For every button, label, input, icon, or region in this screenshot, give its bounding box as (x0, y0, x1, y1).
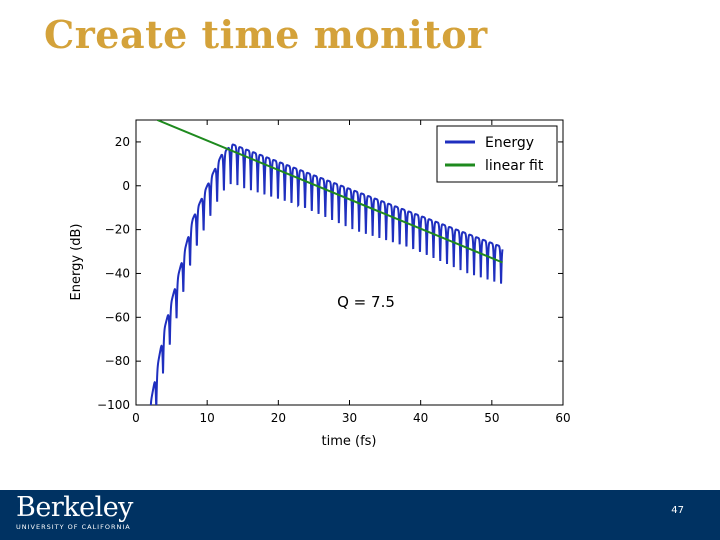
legend-label-linear-fit: linear fit (485, 158, 544, 174)
x-axis-label: time (fs) (322, 434, 377, 449)
x-tick-label: 60 (555, 411, 570, 425)
y-tick-label: −80 (105, 354, 130, 368)
page-number: 47 (671, 505, 684, 516)
legend: Energy linear fit (436, 125, 558, 183)
x-tick-label: 0 (132, 411, 140, 425)
linear-fit-line (156, 120, 503, 264)
y-tick-label: 20 (115, 135, 130, 149)
plot-area (149, 120, 504, 405)
slide-title: Create time monitor (44, 12, 488, 57)
x-tick-label: 30 (342, 411, 357, 425)
footer-bar (0, 490, 720, 540)
legend-label-energy: Energy (485, 135, 534, 151)
logo-wordmark: Berkeley (16, 492, 133, 523)
y-tick-label: −60 (105, 310, 130, 324)
y-tick-label: 0 (122, 179, 130, 193)
y-axis-label: Energy (dB) (69, 224, 84, 301)
y-tick-label: −100 (97, 398, 130, 412)
berkeley-logo: Berkeley UNIVERSITY OF CALIFORNIA (16, 492, 133, 532)
x-tick-label: 20 (271, 411, 286, 425)
y-tick-label: −20 (105, 223, 130, 237)
x-tick-label: 50 (484, 411, 499, 425)
energy-chart: 0 10 20 30 40 50 60 20 0 −20 −40 −60 −80 −100 time (f… (69, 119, 571, 449)
y-tick-label: −40 (105, 266, 130, 280)
series-group (149, 120, 504, 405)
logo-subtext: UNIVERSITY OF CALIFORNIA (16, 523, 131, 531)
x-tick-label: 10 (200, 411, 215, 425)
q-factor-annotation: Q = 7.5 (337, 293, 395, 311)
energy-series-line (149, 143, 504, 405)
x-tick-label: 40 (413, 411, 428, 425)
legend-box (436, 125, 558, 183)
axis-ticks: 0 10 20 30 40 50 60 20 0 −20 −40 −60 −80 −100 (97, 120, 571, 425)
